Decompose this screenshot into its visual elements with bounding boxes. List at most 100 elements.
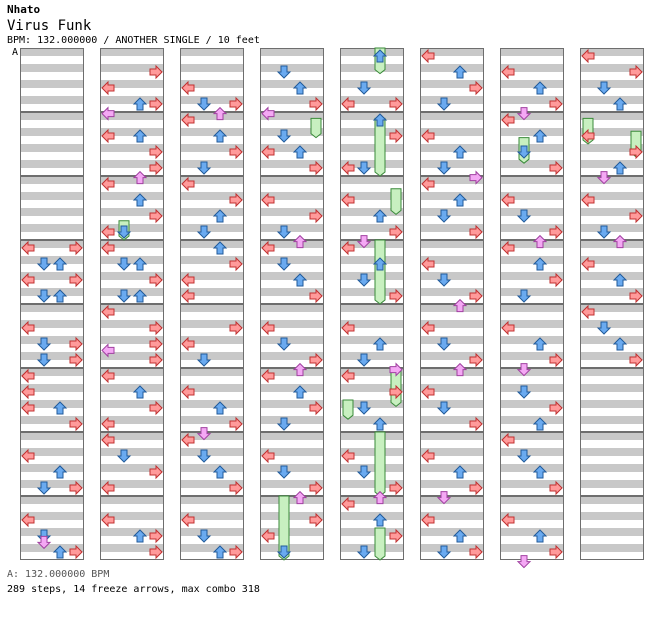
beat-stripe <box>100 384 164 392</box>
left-arrow-icon <box>501 240 515 256</box>
beat-stripe <box>340 176 404 184</box>
beat-stripe <box>20 368 84 376</box>
down-arrow-icon <box>196 427 212 441</box>
left-arrow-icon <box>101 80 115 96</box>
measure-box <box>580 240 644 304</box>
measure-box <box>100 304 164 368</box>
beat-stripe <box>260 432 324 440</box>
beat-stripe <box>500 336 564 344</box>
left-arrow-icon <box>341 192 355 208</box>
beat-stripe <box>420 64 484 72</box>
down-arrow-icon <box>356 235 372 249</box>
measure-box <box>20 112 84 176</box>
up-arrow-icon <box>132 289 148 303</box>
beat-stripe <box>180 496 244 504</box>
right-arrow-icon <box>149 400 163 416</box>
up-arrow-icon <box>612 273 628 287</box>
beat-stripe <box>580 48 644 56</box>
beat-stripe <box>580 96 644 104</box>
down-arrow-icon <box>196 529 212 543</box>
left-arrow-icon <box>101 304 115 320</box>
right-arrow-icon <box>469 224 483 240</box>
beat-stripe <box>580 432 644 440</box>
up-arrow-icon <box>212 465 228 479</box>
beat-stripe <box>500 384 564 392</box>
left-arrow-icon <box>101 106 115 121</box>
right-arrow-icon <box>629 144 643 160</box>
beat-stripe <box>20 528 84 536</box>
up-arrow-icon <box>372 209 388 223</box>
up-arrow-icon <box>372 490 388 505</box>
up-arrow-icon <box>52 545 68 559</box>
measure-box <box>420 240 484 304</box>
beat-stripe <box>180 512 244 520</box>
right-arrow-icon <box>149 464 163 480</box>
up-arrow-icon <box>612 337 628 351</box>
bpm-summary: A: 132.000000 BPM <box>7 569 110 580</box>
beat-stripe <box>260 64 324 72</box>
beat-stripe <box>100 144 164 152</box>
beat-stripe <box>580 400 644 408</box>
right-arrow-icon <box>549 160 563 176</box>
right-arrow-icon <box>389 480 403 496</box>
beat-stripe <box>340 496 404 504</box>
measure-box <box>580 496 644 560</box>
right-arrow-icon <box>469 416 483 432</box>
left-arrow-icon <box>261 448 275 464</box>
beat-stripe <box>20 160 84 168</box>
beat-stripe <box>500 528 564 536</box>
down-arrow-icon <box>36 289 52 303</box>
beat-stripe <box>100 464 164 472</box>
beat-stripe <box>100 288 164 296</box>
measure-box <box>500 432 564 496</box>
down-arrow-icon <box>196 97 212 111</box>
beat-stripe <box>500 240 564 248</box>
left-arrow-icon <box>21 400 35 416</box>
beat-stripe <box>100 512 164 520</box>
down-arrow-icon <box>36 257 52 271</box>
freeze-arrow <box>310 117 322 139</box>
beat-stripe <box>420 336 484 344</box>
beat-stripe <box>340 304 404 312</box>
measure-box <box>180 432 244 496</box>
down-arrow-icon <box>356 161 372 175</box>
beat-stripe <box>340 64 404 72</box>
beat-stripe <box>420 112 484 120</box>
beat-stripe <box>420 400 484 408</box>
measure-box <box>100 48 164 112</box>
left-arrow-icon <box>501 320 515 336</box>
right-arrow-icon <box>549 480 563 496</box>
up-arrow-icon <box>452 465 468 479</box>
measure-box <box>260 176 324 240</box>
beat-stripe <box>580 272 644 280</box>
freeze-arrow <box>374 527 386 561</box>
down-arrow-icon <box>356 545 372 559</box>
left-arrow-icon <box>581 304 595 320</box>
beat-stripe <box>180 464 244 472</box>
beat-stripe <box>340 384 404 392</box>
beat-stripe <box>20 176 84 184</box>
down-arrow-icon <box>276 257 292 271</box>
down-arrow-icon <box>116 225 132 239</box>
down-arrow-icon <box>196 449 212 463</box>
beat-stripe <box>580 128 644 136</box>
down-arrow-icon <box>276 129 292 143</box>
beat-stripe <box>260 80 324 88</box>
beat-stripe <box>100 432 164 440</box>
beat-stripe <box>580 288 644 296</box>
beat-stripe <box>580 80 644 88</box>
beat-stripe <box>100 368 164 376</box>
freeze-arrow <box>374 431 386 497</box>
up-arrow-icon <box>532 257 548 271</box>
left-arrow-icon <box>421 384 435 400</box>
beat-stripe <box>180 96 244 104</box>
beat-stripe <box>260 240 324 248</box>
left-arrow-icon <box>341 320 355 336</box>
left-arrow-icon <box>101 224 115 240</box>
down-arrow-icon <box>276 337 292 351</box>
down-arrow-icon <box>276 465 292 479</box>
chart-column <box>420 48 484 560</box>
beat-stripe <box>580 224 644 232</box>
measure-box <box>500 48 564 112</box>
left-arrow-icon <box>181 80 195 96</box>
